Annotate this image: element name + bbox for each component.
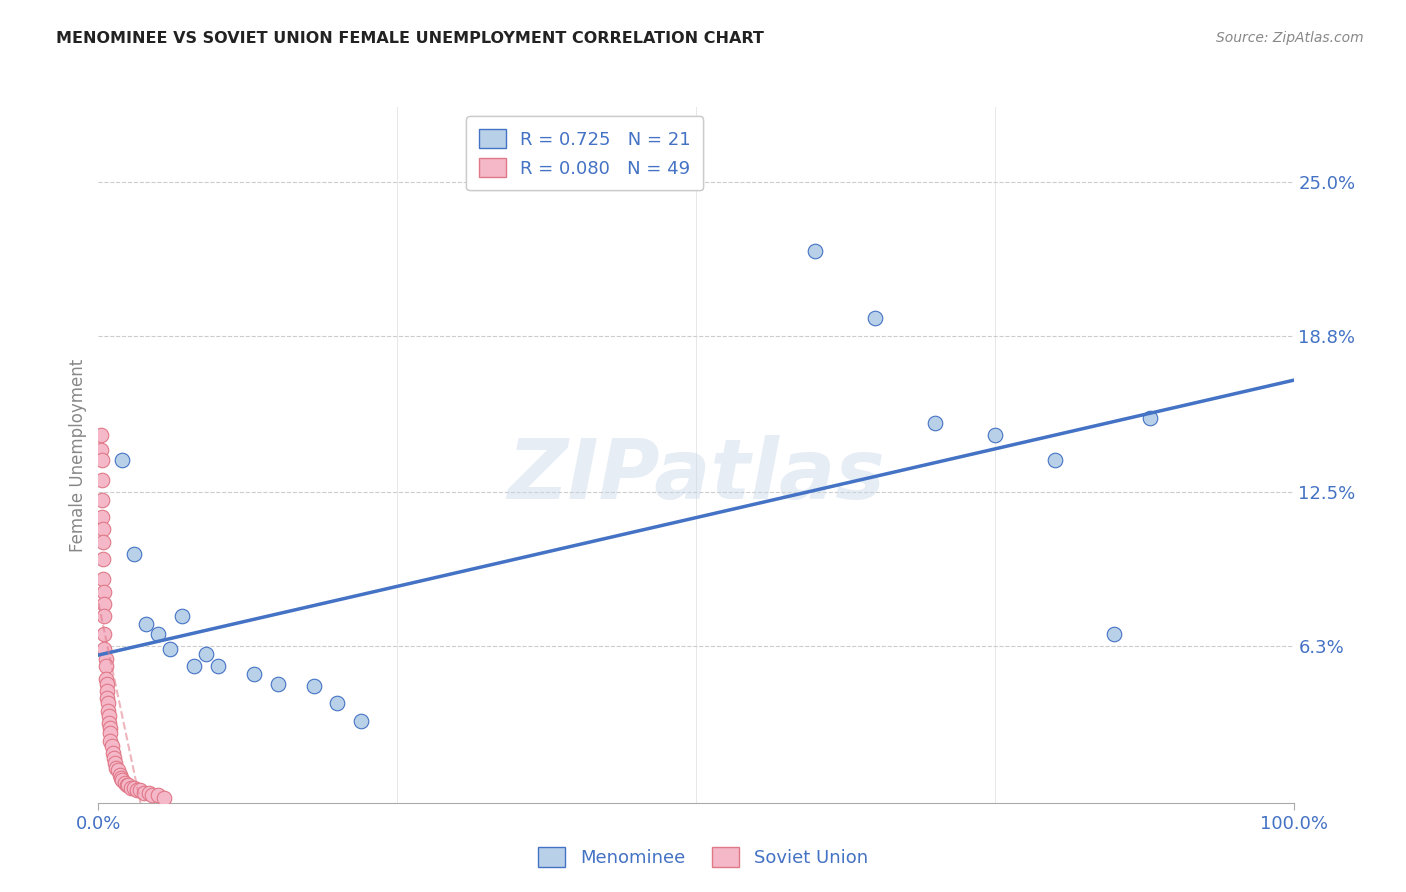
Point	[243, 666, 266, 681]
Legend: Menominee, Soviet Union: Menominee, Soviet Union	[531, 839, 875, 874]
Point	[96, 691, 118, 706]
Point	[96, 684, 118, 698]
Point	[91, 473, 114, 487]
Point	[110, 771, 132, 785]
Point	[804, 244, 827, 259]
Point	[1102, 627, 1125, 641]
Point	[159, 641, 181, 656]
Point	[148, 627, 170, 641]
Point	[91, 535, 114, 549]
Point	[97, 704, 120, 718]
Point	[194, 647, 217, 661]
Point	[103, 751, 125, 765]
Point	[91, 552, 114, 566]
Point	[1043, 453, 1066, 467]
Point	[267, 676, 290, 690]
Point	[94, 659, 117, 673]
Point	[124, 780, 146, 795]
Point	[326, 697, 349, 711]
Point	[93, 597, 115, 611]
Point	[124, 547, 146, 561]
Point	[863, 311, 886, 326]
Point	[153, 790, 176, 805]
Point	[148, 789, 170, 803]
Point	[350, 714, 373, 728]
Point	[135, 616, 157, 631]
Point	[93, 627, 115, 641]
Text: ZIPatlas: ZIPatlas	[508, 435, 884, 516]
Point	[94, 672, 117, 686]
Point	[172, 609, 194, 624]
Point	[98, 716, 121, 731]
Point	[183, 659, 205, 673]
Point	[98, 721, 122, 735]
Point	[97, 697, 120, 711]
Point	[91, 523, 114, 537]
Point	[302, 679, 325, 693]
Point	[90, 442, 112, 457]
Y-axis label: Female Unemployment: Female Unemployment	[69, 359, 87, 551]
Point	[105, 761, 128, 775]
Point	[111, 453, 134, 467]
Point	[111, 773, 134, 788]
Point	[108, 768, 131, 782]
Point	[91, 572, 114, 586]
Point	[98, 726, 122, 740]
Text: MENOMINEE VS SOVIET UNION FEMALE UNEMPLOYMENT CORRELATION CHART: MENOMINEE VS SOVIET UNION FEMALE UNEMPLO…	[56, 31, 763, 46]
Legend: R = 0.725   N = 21, R = 0.080   N = 49: R = 0.725 N = 21, R = 0.080 N = 49	[465, 116, 703, 190]
Point	[93, 641, 115, 656]
Point	[93, 609, 115, 624]
Point	[125, 783, 148, 797]
Point	[101, 746, 124, 760]
Point	[1139, 410, 1161, 425]
Point	[90, 428, 112, 442]
Text: Source: ZipAtlas.com: Source: ZipAtlas.com	[1216, 31, 1364, 45]
Point	[117, 778, 139, 793]
Point	[98, 708, 121, 723]
Point	[138, 786, 160, 800]
Point	[129, 783, 152, 797]
Point	[91, 492, 114, 507]
Point	[107, 764, 129, 778]
Point	[94, 651, 117, 665]
Point	[114, 776, 136, 790]
Point	[98, 733, 122, 747]
Point	[120, 780, 142, 795]
Point	[91, 453, 114, 467]
Point	[100, 739, 122, 753]
Point	[924, 416, 946, 430]
Point	[104, 756, 127, 770]
Point	[91, 510, 114, 524]
Point	[93, 584, 115, 599]
Point	[983, 428, 1005, 442]
Point	[96, 676, 118, 690]
Point	[115, 778, 138, 793]
Point	[132, 786, 155, 800]
Point	[207, 659, 229, 673]
Point	[141, 789, 163, 803]
